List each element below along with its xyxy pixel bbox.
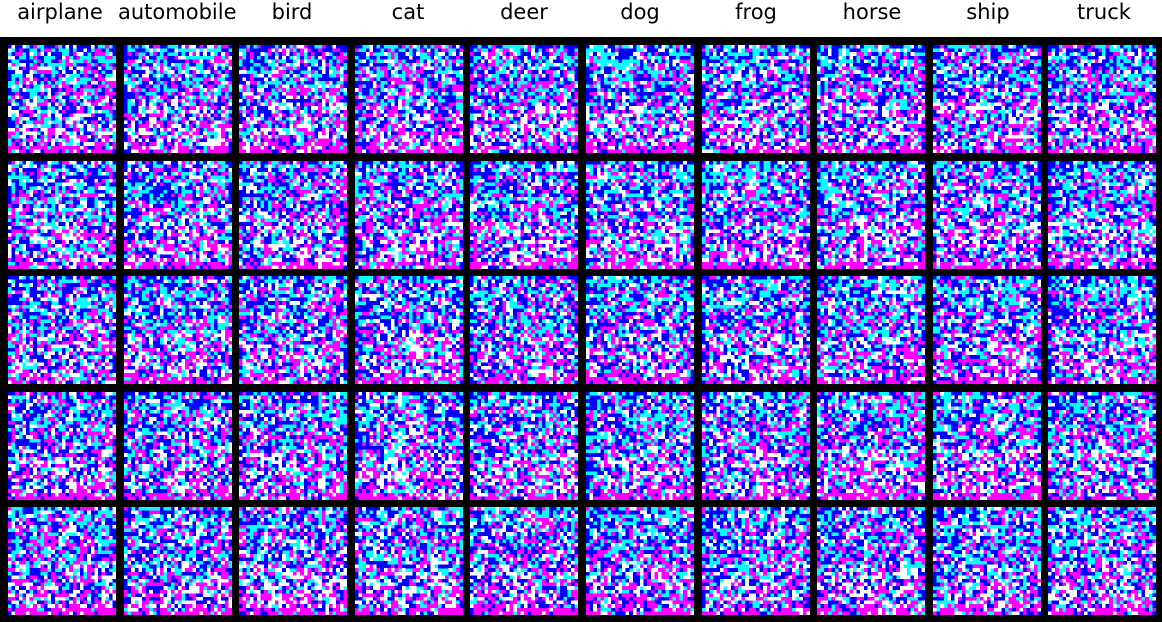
sample-tile-automobile-4 xyxy=(123,391,232,500)
sample-tile-ship-1 xyxy=(932,45,1041,153)
column-label-airplane: airplane xyxy=(2,0,118,28)
sample-tile-frog-2 xyxy=(701,160,810,269)
sample-tile-ship-5 xyxy=(932,507,1041,615)
sample-tile-dog-3 xyxy=(586,276,694,384)
sample-tile-dog-4 xyxy=(586,391,694,500)
sample-tile-frog-1 xyxy=(701,45,810,153)
column-label-horse: horse xyxy=(814,0,930,28)
sample-tile-truck-1 xyxy=(1048,45,1157,153)
sample-image-grid xyxy=(0,37,1162,622)
sample-tile-truck-3 xyxy=(1048,276,1157,384)
column-label-ship: ship xyxy=(930,0,1046,28)
sample-tile-automobile-2 xyxy=(123,160,232,269)
sample-tile-bird-1 xyxy=(239,45,348,153)
sample-tile-cat-2 xyxy=(354,160,463,269)
column-label-bird: bird xyxy=(234,0,350,28)
sample-tile-deer-1 xyxy=(470,45,579,153)
sample-tile-cat-1 xyxy=(354,45,463,153)
sample-tile-frog-5 xyxy=(701,507,810,615)
column-label-cat: cat xyxy=(350,0,466,28)
sample-tile-frog-3 xyxy=(701,276,810,384)
column-label-frog: frog xyxy=(698,0,814,28)
column-label-deer: deer xyxy=(466,0,582,28)
sample-tile-truck-5 xyxy=(1048,507,1157,615)
sample-tile-bird-2 xyxy=(239,160,348,269)
sample-tile-automobile-3 xyxy=(123,276,232,384)
sample-tile-airplane-5 xyxy=(8,507,116,615)
sample-tile-automobile-5 xyxy=(123,507,232,615)
sample-tile-horse-2 xyxy=(817,160,926,269)
sample-tile-deer-4 xyxy=(470,391,579,500)
sample-tile-horse-3 xyxy=(817,276,926,384)
column-label-dog: dog xyxy=(582,0,698,28)
sample-tile-horse-1 xyxy=(817,45,926,153)
sample-tile-horse-5 xyxy=(817,507,926,615)
sample-tile-airplane-1 xyxy=(8,45,116,153)
sample-tile-automobile-1 xyxy=(123,45,232,153)
sample-tile-ship-2 xyxy=(932,160,1041,269)
sample-tile-dog-1 xyxy=(586,45,694,153)
sample-tile-deer-2 xyxy=(470,160,579,269)
sample-tile-bird-3 xyxy=(239,276,348,384)
column-label-automobile: automobile xyxy=(118,0,236,28)
sample-tile-bird-4 xyxy=(239,391,348,500)
sample-tile-airplane-4 xyxy=(8,391,116,500)
sample-tile-dog-5 xyxy=(586,507,694,615)
sample-tile-truck-4 xyxy=(1048,391,1157,500)
sample-tile-cat-5 xyxy=(354,507,463,615)
sample-tile-bird-5 xyxy=(239,507,348,615)
sample-tile-airplane-2 xyxy=(8,160,116,269)
sample-tile-dog-2 xyxy=(586,160,694,269)
sample-tile-truck-2 xyxy=(1048,160,1157,269)
column-label-truck: truck xyxy=(1046,0,1162,28)
sample-tile-airplane-3 xyxy=(8,276,116,384)
sample-tile-cat-3 xyxy=(354,276,463,384)
sample-tile-deer-5 xyxy=(470,507,579,615)
sample-tile-deer-3 xyxy=(470,276,579,384)
sample-tile-cat-4 xyxy=(354,391,463,500)
sample-tile-horse-4 xyxy=(817,391,926,500)
sample-tile-ship-3 xyxy=(932,276,1041,384)
sample-tile-ship-4 xyxy=(932,391,1041,500)
sample-tile-frog-4 xyxy=(701,391,810,500)
